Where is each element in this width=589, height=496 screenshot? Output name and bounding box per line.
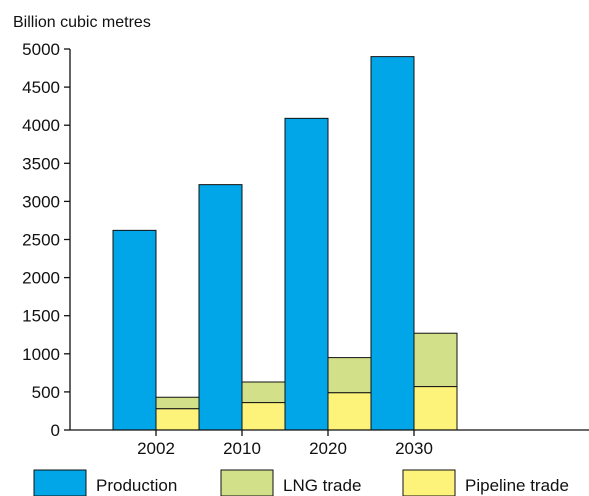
- y-axis-title: Billion cubic metres: [13, 14, 151, 31]
- bar-pipeline-trade-2010: [241, 402, 286, 431]
- bar-production-2010: [198, 184, 243, 431]
- bar-production-2020: [284, 117, 329, 431]
- bar-lng-trade-2002: [155, 396, 200, 410]
- legend-swatch-production: [33, 469, 87, 496]
- bar-pipeline-trade-2030: [413, 386, 458, 431]
- legend-swatch-pipeline-trade: [402, 469, 456, 496]
- y-tick-label: 4000: [22, 116, 60, 135]
- legend-swatch-lng-trade: [220, 469, 274, 496]
- y-tick-label: 2000: [22, 269, 60, 288]
- x-tick-label: 2010: [223, 439, 261, 458]
- y-tick-label: 5000: [22, 40, 60, 59]
- y-tick-label: 0: [51, 421, 60, 440]
- legend-label-production: Production: [96, 476, 177, 495]
- y-axis: 0 500 1000 1500 2000 2500 3000 3500 4000 4500 5000: [22, 40, 71, 440]
- y-tick-label: 2500: [22, 231, 60, 250]
- bar-pipeline-trade-2020: [327, 392, 372, 431]
- bar-production-2002: [112, 229, 157, 431]
- y-tick-label: 4500: [22, 78, 60, 97]
- bar-lng-trade-2020: [327, 357, 372, 394]
- y-tick-label: 1500: [22, 307, 60, 326]
- bar-lng-trade-2010: [241, 381, 286, 404]
- legend-label-lng-trade: LNG trade: [283, 476, 361, 495]
- x-axis: 2002 2010 2020 2030: [70, 429, 589, 458]
- bar-lng-trade-2030: [413, 332, 458, 388]
- y-tick-label: 3000: [22, 192, 60, 211]
- x-tick-label: 2002: [137, 439, 175, 458]
- y-tick-label: 500: [32, 383, 60, 402]
- y-tick-label: 1000: [22, 345, 60, 364]
- y-tick-label: 3500: [22, 154, 60, 173]
- bar-production-2030: [370, 56, 415, 431]
- x-tick-label: 2030: [395, 439, 433, 458]
- legend-label-pipeline-trade: Pipeline trade: [465, 476, 569, 495]
- bars: [112, 56, 458, 431]
- legend: Production LNG trade Pipeline trade: [33, 469, 569, 496]
- bar-pipeline-trade-2002: [155, 408, 200, 431]
- x-tick-label: 2020: [309, 439, 347, 458]
